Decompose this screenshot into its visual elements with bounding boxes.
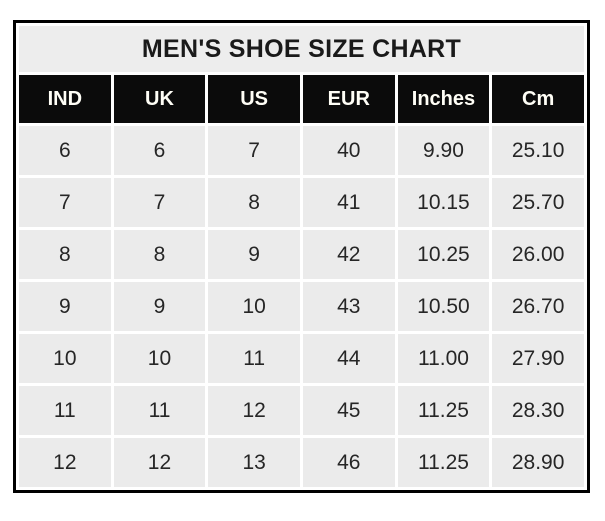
table-cell: 46 (302, 438, 395, 487)
table-cell: 8 (113, 230, 206, 279)
table-cell: 11.25 (397, 386, 490, 435)
shoe-size-chart-table: MEN'S SHOE SIZE CHART IND UK US EUR Inch… (13, 20, 590, 493)
table-cell: 9.90 (397, 126, 490, 175)
table-cell: 26.00 (492, 230, 584, 279)
table-row: 8 8 9 42 10.25 26.00 (19, 230, 584, 279)
table-row: 9 9 10 43 10.50 26.70 (19, 282, 584, 331)
table-cell: 6 (113, 126, 206, 175)
table-cell: 6 (19, 126, 111, 175)
table-cell: 28.30 (492, 386, 584, 435)
column-header-us: US (208, 75, 300, 123)
table-row: 6 6 7 40 9.90 25.10 (19, 126, 584, 175)
table-cell: 10 (113, 334, 206, 383)
table-cell: 25.70 (492, 178, 584, 227)
table-cell: 26.70 (492, 282, 584, 331)
table-cell: 7 (19, 178, 111, 227)
table-cell: 12 (208, 386, 300, 435)
table-cell: 9 (208, 230, 300, 279)
table-cell: 7 (113, 178, 206, 227)
table-row: 7 7 8 41 10.15 25.70 (19, 178, 584, 227)
table-row: 12 12 13 46 11.25 28.90 (19, 438, 584, 487)
table-cell: 41 (302, 178, 395, 227)
table-cell: 13 (208, 438, 300, 487)
column-header-eur: EUR (302, 75, 395, 123)
column-header-inches: Inches (397, 75, 490, 123)
table-cell: 7 (208, 126, 300, 175)
table-row: 11 11 12 45 11.25 28.30 (19, 386, 584, 435)
table-cell: 11 (19, 386, 111, 435)
table-cell: 11 (208, 334, 300, 383)
table-cell: 10 (208, 282, 300, 331)
table-cell: 11.25 (397, 438, 490, 487)
header-row: IND UK US EUR Inches Cm (19, 75, 584, 123)
table-cell: 25.10 (492, 126, 584, 175)
table-cell: 45 (302, 386, 395, 435)
table-cell: 28.90 (492, 438, 584, 487)
table-title: MEN'S SHOE SIZE CHART (19, 26, 584, 72)
table-cell: 10.50 (397, 282, 490, 331)
table-cell: 27.90 (492, 334, 584, 383)
table-cell: 8 (208, 178, 300, 227)
title-row: MEN'S SHOE SIZE CHART (19, 26, 584, 72)
column-header-cm: Cm (492, 75, 584, 123)
table-cell: 40 (302, 126, 395, 175)
column-header-ind: IND (19, 75, 111, 123)
table-cell: 12 (113, 438, 206, 487)
column-header-uk: UK (113, 75, 206, 123)
table-row: 10 10 11 44 11.00 27.90 (19, 334, 584, 383)
table-cell: 9 (19, 282, 111, 331)
table-cell: 12 (19, 438, 111, 487)
table-cell: 10.15 (397, 178, 490, 227)
table-cell: 10 (19, 334, 111, 383)
table-cell: 42 (302, 230, 395, 279)
table-cell: 10.25 (397, 230, 490, 279)
table-cell: 9 (113, 282, 206, 331)
table-cell: 11 (113, 386, 206, 435)
table-cell: 11.00 (397, 334, 490, 383)
table-cell: 43 (302, 282, 395, 331)
table-cell: 44 (302, 334, 395, 383)
table-cell: 8 (19, 230, 111, 279)
